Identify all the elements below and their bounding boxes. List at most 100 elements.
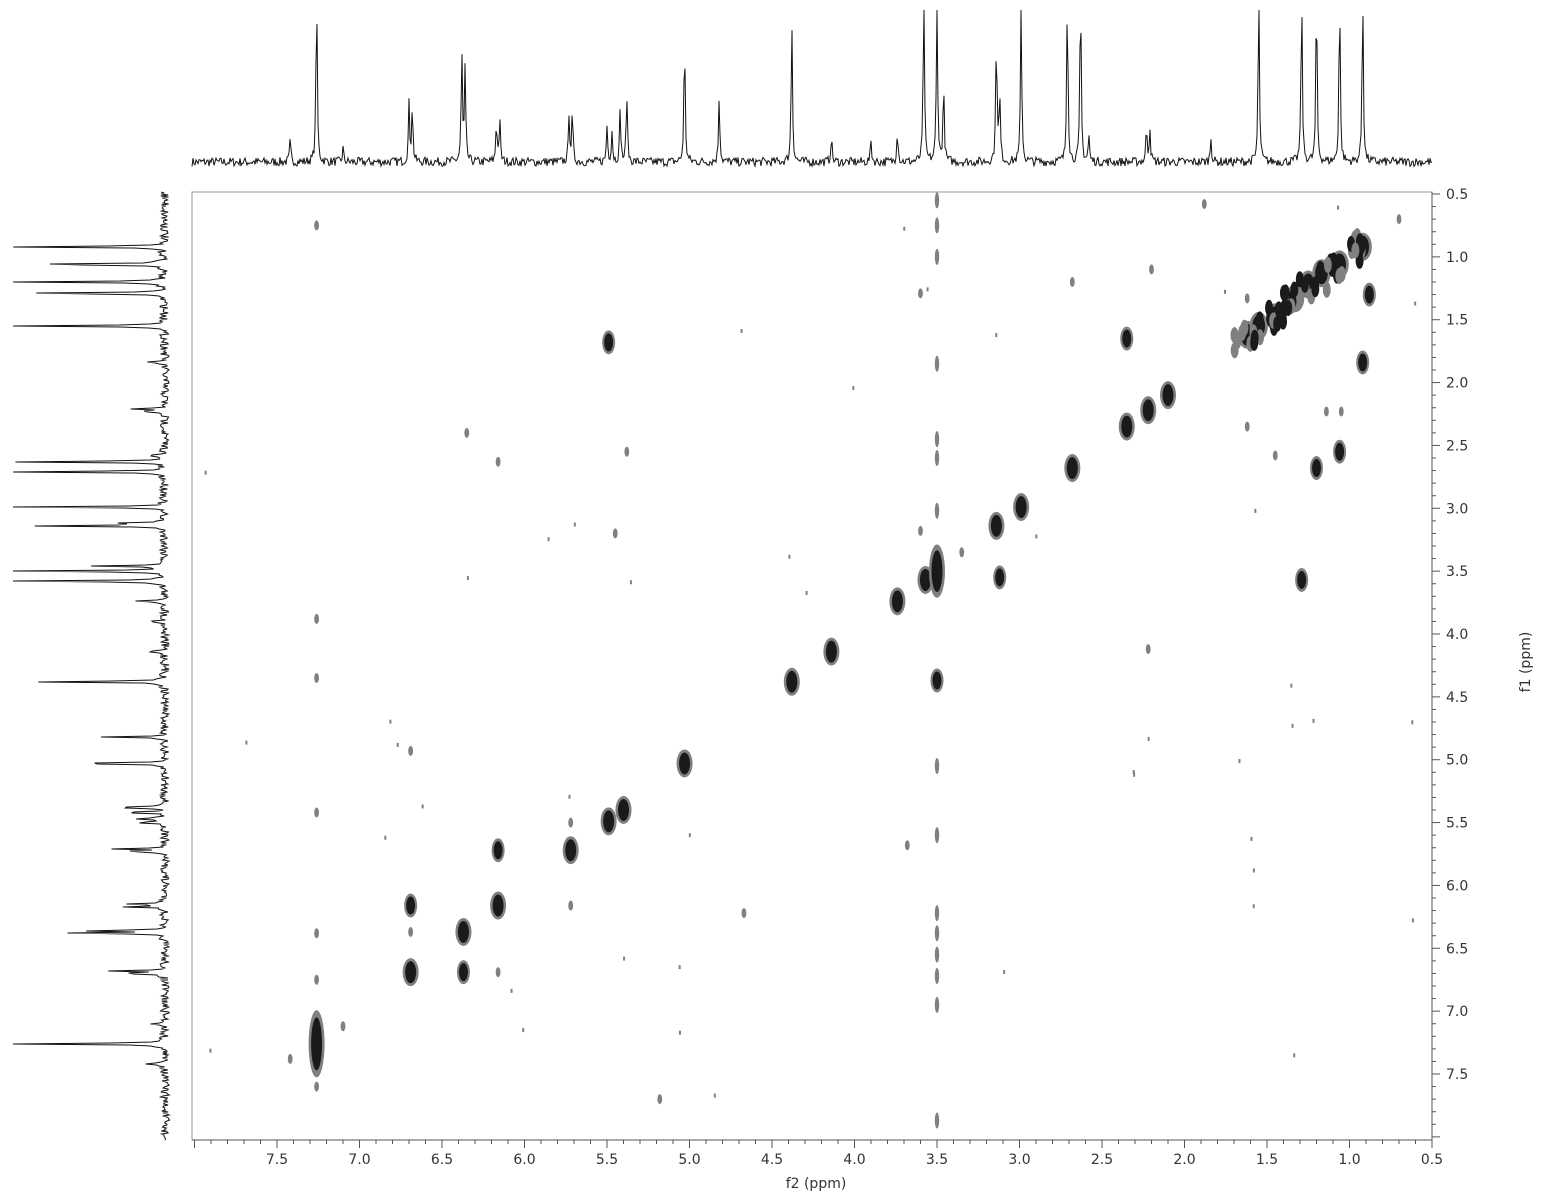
x-tick-label: 7.5 bbox=[266, 1152, 288, 1168]
cross-peak-weak bbox=[904, 840, 910, 851]
cross-peak-weak bbox=[340, 1021, 346, 1032]
y-tick-label: 6.0 bbox=[1446, 878, 1468, 894]
y-tick-label: 4.0 bbox=[1446, 627, 1468, 643]
cluster-peak bbox=[1230, 342, 1239, 359]
noise-mark bbox=[1147, 736, 1150, 741]
cluster-peak bbox=[1279, 313, 1288, 330]
x-tick-label: 5.0 bbox=[678, 1152, 700, 1168]
streak-mark bbox=[934, 431, 940, 448]
y-tick-label: 3.5 bbox=[1446, 564, 1468, 580]
x-tick-label: 4.0 bbox=[843, 1152, 865, 1168]
noise-mark bbox=[805, 590, 808, 595]
noise-mark bbox=[1290, 683, 1293, 688]
y-tick-label: 5.5 bbox=[1446, 816, 1468, 832]
noise-mark bbox=[1035, 534, 1038, 539]
y-axis-title: f1 (ppm) bbox=[1518, 632, 1534, 693]
cross-peak-weak bbox=[568, 900, 574, 911]
diagonal-peak bbox=[786, 670, 798, 693]
x-tick-label: 4.5 bbox=[761, 1152, 783, 1168]
y-axis: 0.5 1.0 1.5 2.0 2.5 3.0 3.5 4.0 4.5 5.0 5.5 6.0 6.5 7… bbox=[1431, 187, 1468, 1140]
noise-mark bbox=[522, 1028, 525, 1033]
noise-mark bbox=[389, 719, 392, 724]
cross-peak-weak bbox=[408, 745, 414, 756]
noise-mark bbox=[926, 287, 929, 292]
cluster-peak bbox=[1273, 315, 1282, 332]
x-tick-label: 0.5 bbox=[1421, 1152, 1443, 1168]
noise-mark bbox=[623, 956, 626, 961]
streak-mark bbox=[934, 967, 940, 984]
y-tick-label: 5.0 bbox=[1446, 753, 1468, 769]
cross-peak-weak bbox=[1244, 293, 1250, 304]
cross-peak-weak bbox=[314, 613, 319, 624]
cross-peak-weak bbox=[918, 525, 923, 536]
cross-peak-weak bbox=[1338, 406, 1344, 417]
left-projection-trace bbox=[12, 191, 171, 1141]
x-tick-label: 5.5 bbox=[596, 1152, 618, 1168]
noise-mark bbox=[1132, 769, 1135, 774]
cross-peak bbox=[1364, 285, 1374, 304]
streak-mark bbox=[934, 925, 940, 942]
noise-mark bbox=[1411, 918, 1414, 923]
cross-peak-weak bbox=[918, 288, 923, 299]
diagonal-peak bbox=[405, 961, 417, 984]
streak-mark bbox=[934, 1112, 940, 1129]
cross-peak-weak bbox=[1244, 421, 1250, 432]
diagonal-peak bbox=[603, 810, 615, 833]
noise-mark bbox=[396, 742, 399, 747]
cross-peak bbox=[1358, 353, 1368, 372]
cross-peak-weak bbox=[495, 967, 501, 978]
cross-peak-weak bbox=[314, 220, 319, 231]
streak-mark bbox=[934, 217, 940, 234]
y-tick-label: 0.5 bbox=[1446, 187, 1468, 203]
x-tick-label: 1.0 bbox=[1338, 1152, 1360, 1168]
noise-mark bbox=[568, 794, 571, 799]
x-tick-label: 2.5 bbox=[1091, 1152, 1113, 1168]
x-tick-label: 6.5 bbox=[431, 1152, 453, 1168]
cluster-peak bbox=[1230, 327, 1239, 344]
cross-peak bbox=[1122, 329, 1132, 348]
noise-mark bbox=[1254, 508, 1257, 513]
noise-mark bbox=[1238, 759, 1241, 764]
cross-peak-weak bbox=[1149, 264, 1154, 275]
cross-peak-weak bbox=[612, 528, 618, 539]
cross-peak-weak bbox=[464, 427, 470, 438]
cross-peak-weak bbox=[741, 908, 747, 919]
cross-peak-weak bbox=[1069, 277, 1075, 287]
x-tick-label: 1.5 bbox=[1256, 1152, 1278, 1168]
cross-peak bbox=[995, 568, 1005, 587]
cluster-peak bbox=[1351, 242, 1360, 259]
cross-peak-weak bbox=[568, 817, 574, 828]
noise-mark bbox=[421, 804, 424, 809]
cross-peak-weak bbox=[314, 928, 319, 939]
streak-mark bbox=[934, 758, 940, 774]
diagonal-peak bbox=[679, 752, 691, 775]
noise-mark bbox=[384, 835, 387, 840]
y-tick-label: 3.0 bbox=[1446, 501, 1468, 517]
x-tick-label: 3.5 bbox=[926, 1152, 948, 1168]
cluster-peak bbox=[1316, 260, 1325, 277]
cluster-peak bbox=[1322, 281, 1331, 298]
diagonal-peak bbox=[990, 514, 1002, 537]
diagonal-peak bbox=[825, 640, 837, 663]
noise-mark bbox=[678, 965, 681, 970]
cross-peak-weak bbox=[959, 547, 965, 558]
noise-mark bbox=[852, 386, 855, 391]
streak-mark bbox=[934, 996, 940, 1013]
cross-peak-weak bbox=[314, 673, 319, 683]
streak-mark bbox=[934, 450, 940, 466]
x-axis-title: f2 (ppm) bbox=[786, 1176, 847, 1192]
top-projection bbox=[191, 9, 1433, 168]
streak-mark bbox=[934, 192, 940, 209]
y-tick-label: 7.0 bbox=[1446, 1004, 1468, 1020]
noise-mark bbox=[245, 740, 248, 745]
cluster-peak bbox=[1311, 281, 1320, 298]
cross-peak bbox=[932, 671, 942, 690]
noise-mark bbox=[713, 1093, 716, 1098]
diagonal-peak bbox=[1162, 384, 1174, 407]
cross-peak-weak bbox=[314, 974, 319, 985]
left-projection bbox=[12, 191, 171, 1141]
cross-peak bbox=[458, 963, 468, 982]
cluster-peak bbox=[1255, 311, 1264, 328]
diagonal-peak bbox=[919, 568, 931, 591]
